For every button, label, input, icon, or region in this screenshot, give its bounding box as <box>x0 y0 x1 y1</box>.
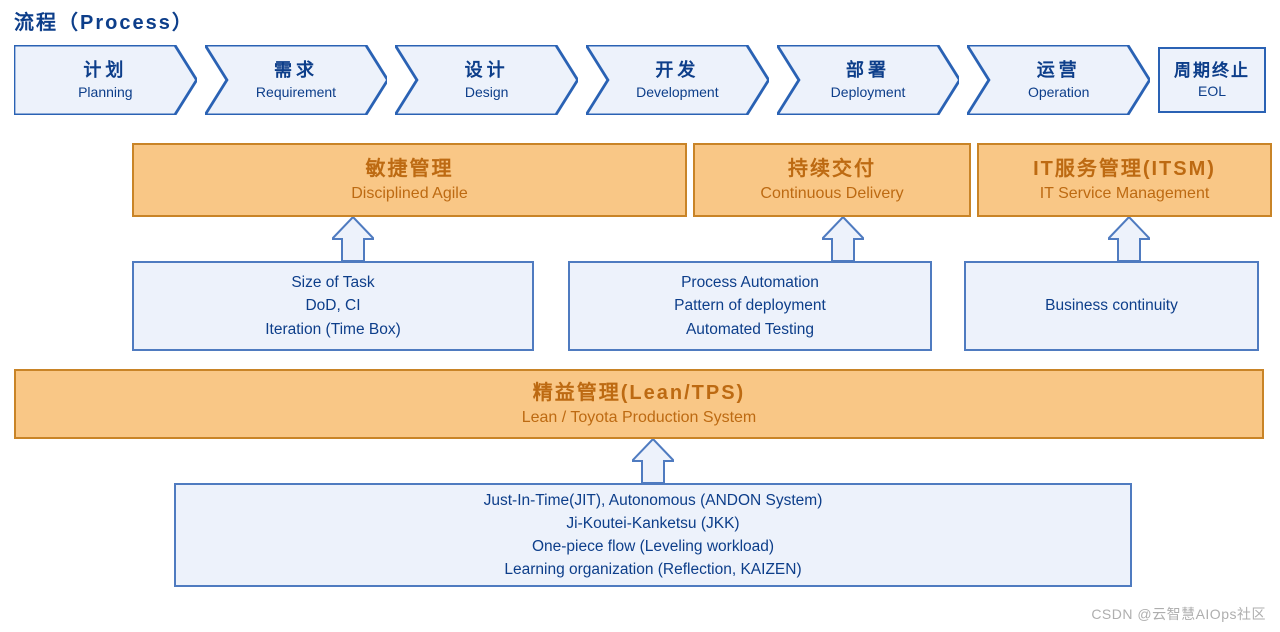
eol-cn: 周期终止 <box>1174 60 1250 82</box>
stage-cn: 部署 <box>846 59 890 82</box>
detail-line: Business continuity <box>1045 294 1178 317</box>
detail-cd: Process Automation Pattern of deployment… <box>568 261 932 351</box>
detail-line: Process Automation <box>681 271 819 294</box>
stage-cn: 开发 <box>655 59 699 82</box>
stage-en: Design <box>465 83 509 101</box>
method-cn: 持续交付 <box>788 156 876 183</box>
detail-itsm: Business continuity <box>964 261 1259 351</box>
method-cn: 敏捷管理 <box>366 156 454 183</box>
detail-line: Automated Testing <box>686 318 814 341</box>
up-arrow-icon <box>332 217 374 261</box>
stage-en: Development <box>636 83 719 101</box>
methodology-agile: 敏捷管理 Disciplined Agile <box>132 143 687 217</box>
stage-cn: 设计 <box>465 59 509 82</box>
stage-en: Requirement <box>256 83 336 101</box>
detail-row: Size of Task DoD, CI Iteration (Time Box… <box>132 261 1274 351</box>
stage-cn: 需求 <box>274 59 318 82</box>
detail-agile: Size of Task DoD, CI Iteration (Time Box… <box>132 261 534 351</box>
method-cn: IT服务管理(ITSM) <box>1033 156 1216 183</box>
lean-line: Just-In-Time(JIT), Autonomous (ANDON Sys… <box>484 489 823 512</box>
detail-line: Iteration (Time Box) <box>265 318 401 341</box>
stage-cn: 计划 <box>83 59 127 82</box>
stage-en: Operation <box>1028 83 1089 101</box>
process-stage-deployment: 部署Deployment <box>777 45 960 115</box>
method-en: Continuous Delivery <box>760 183 903 205</box>
arrow-row-lean <box>14 439 1264 483</box>
process-stage-planning: 计划Planning <box>14 45 197 115</box>
arrow-row-top <box>132 217 1274 261</box>
page-title: 流程（Process） <box>14 6 1266 35</box>
process-stage-operation: 运营Operation <box>967 45 1150 115</box>
method-en: Disciplined Agile <box>351 183 468 205</box>
stage-cn: 运营 <box>1037 59 1081 82</box>
lean-cn: 精益管理(Lean/TPS) <box>533 380 745 407</box>
methodology-itsm: IT服务管理(ITSM) IT Service Management <box>977 143 1272 217</box>
stage-en: Planning <box>78 83 133 101</box>
lean-line: Ji-Koutei-Kanketsu (JKK) <box>566 512 739 535</box>
detail-line: Size of Task <box>291 271 374 294</box>
process-stage-requirement: 需求Requirement <box>205 45 388 115</box>
up-arrow-icon <box>1108 217 1150 261</box>
lean-line: One-piece flow (Leveling workload) <box>532 535 774 558</box>
watermark: CSDN @云智慧AIOps社区 <box>1091 604 1266 624</box>
up-arrow-icon <box>632 439 674 483</box>
lean-bar: 精益管理(Lean/TPS) Lean / Toyota Production … <box>14 369 1264 439</box>
method-en: IT Service Management <box>1040 183 1210 205</box>
process-flow: 计划Planning 需求Requirement 设计Design 开发Deve… <box>14 45 1266 115</box>
lean-detail: Just-In-Time(JIT), Autonomous (ANDON Sys… <box>174 483 1132 587</box>
methodology-cd: 持续交付 Continuous Delivery <box>693 143 971 217</box>
eol-en: EOL <box>1198 82 1226 100</box>
lean-line: Learning organization (Reflection, KAIZE… <box>504 558 801 581</box>
process-stage-design: 设计Design <box>395 45 578 115</box>
process-stage-eol: 周期终止 EOL <box>1158 47 1266 113</box>
detail-line: Pattern of deployment <box>674 294 826 317</box>
up-arrow-icon <box>822 217 864 261</box>
methodology-row: 敏捷管理 Disciplined Agile 持续交付 Continuous D… <box>132 143 1274 217</box>
lean-en: Lean / Toyota Production System <box>522 407 757 429</box>
stage-en: Deployment <box>831 83 906 101</box>
detail-line: DoD, CI <box>305 294 360 317</box>
process-stage-development: 开发Development <box>586 45 769 115</box>
